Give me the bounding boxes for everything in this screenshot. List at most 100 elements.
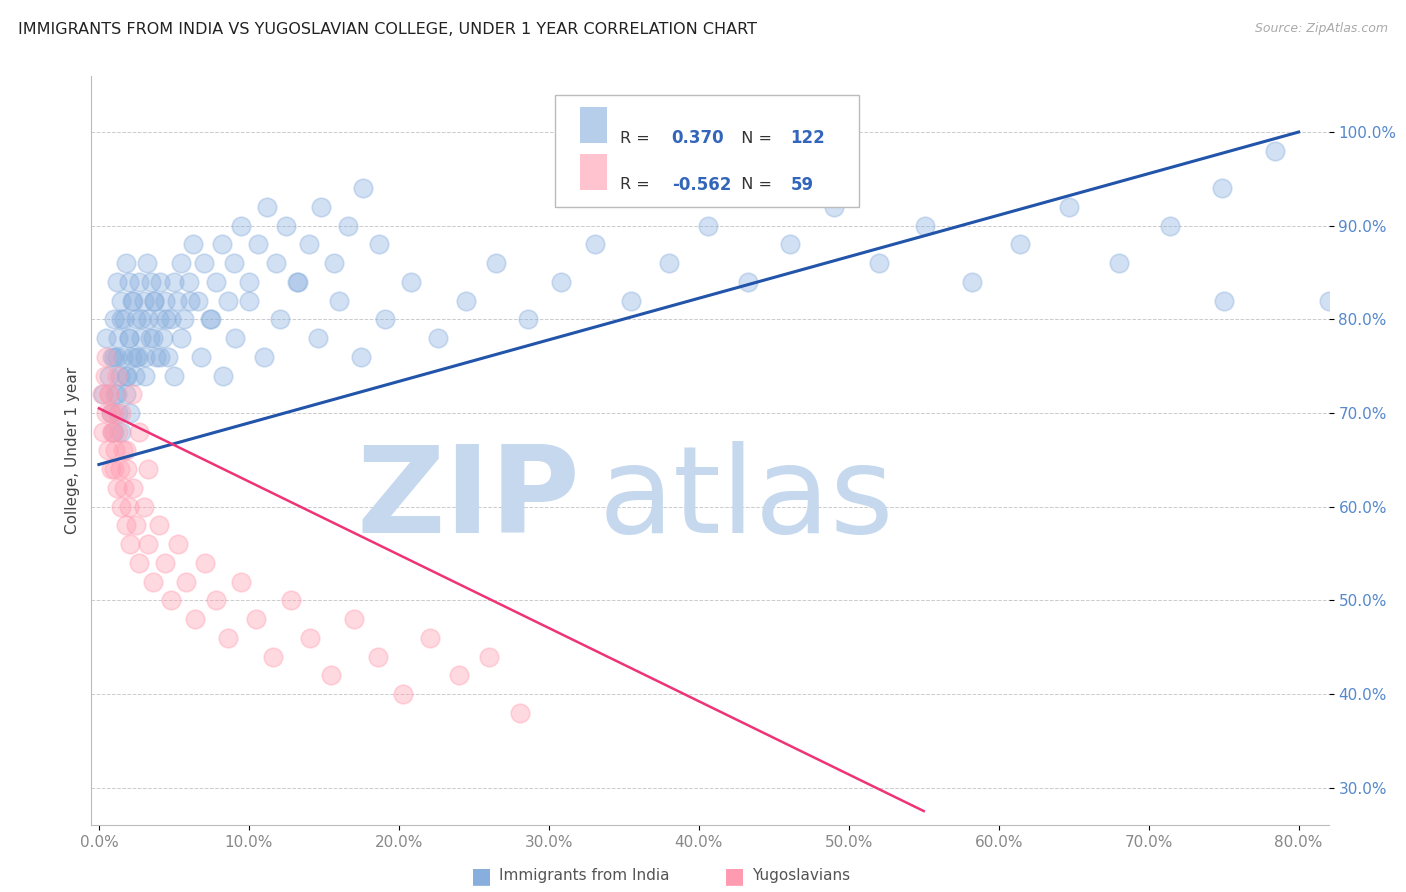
Point [779,237,801,252]
Point [120,537,142,551]
Point [121,293,143,308]
Point [132,500,155,514]
Point [287,275,309,289]
Point [96,350,118,364]
Point [823,200,845,214]
Text: Yugoslavians: Yugoslavians [752,869,851,883]
Point [374,312,396,326]
Point [101,425,124,439]
Point [142,574,165,589]
Point [108,462,131,476]
Point [104,443,127,458]
Point [129,331,152,345]
Point [132,293,155,308]
Text: N =: N = [731,130,778,145]
Point [152,331,174,345]
Point [138,312,160,326]
Point [118,331,141,345]
Bar [581,107,607,143]
Point [509,706,531,720]
Point [110,312,132,326]
Point [103,312,125,326]
Point [110,293,132,308]
Point [122,293,145,308]
Point [117,462,139,476]
Point [107,331,129,345]
Point [298,237,321,252]
Point [153,293,176,308]
Point [148,312,170,326]
Point [217,293,239,308]
Point [269,312,291,326]
Point [583,237,606,252]
Point [399,275,422,289]
Point [163,368,186,383]
Point [1264,144,1286,158]
Point [1108,256,1130,270]
Point [97,443,120,458]
Text: IMMIGRANTS FROM INDIA VS YUGOSLAVIAN COLLEGE, UNDER 1 YEAR CORRELATION CHART: IMMIGRANTS FROM INDIA VS YUGOSLAVIAN COL… [18,22,758,37]
Point [550,275,572,289]
Point [280,593,302,607]
FancyBboxPatch shape [555,95,859,207]
Point [148,518,170,533]
Point [478,649,501,664]
Point [112,312,135,326]
Point [105,368,128,383]
Point [103,425,125,439]
Text: 122: 122 [790,129,825,147]
Point [105,481,128,495]
Point [222,256,245,270]
Point [194,556,217,570]
Point [352,181,374,195]
Point [115,443,138,458]
Text: 0.370: 0.370 [672,129,724,147]
Point [143,293,166,308]
Point [177,275,200,289]
Point [98,368,121,383]
Point [96,406,118,420]
Point [367,649,389,664]
Point [179,293,201,308]
Point [128,425,150,439]
Point [115,387,138,401]
Point [212,368,235,383]
Y-axis label: College, Under 1 year: College, Under 1 year [65,367,80,534]
Point [134,350,156,364]
Point [309,200,332,214]
Point [115,518,138,533]
Text: Immigrants from India: Immigrants from India [499,869,669,883]
Point [447,668,470,682]
Point [328,293,350,308]
Point [111,443,134,458]
Text: ■: ■ [724,866,745,886]
Point [737,275,759,289]
Point [1057,200,1080,214]
Point [1008,237,1031,252]
Point [163,275,186,289]
Point [110,425,132,439]
Point [149,350,172,364]
Point [246,237,269,252]
Point [205,275,228,289]
Point [183,237,205,252]
Point [307,331,329,345]
Point [193,256,215,270]
Point [134,368,156,383]
Point [103,406,125,420]
Point [658,256,681,270]
Text: atlas: atlas [599,441,894,558]
Point [198,312,221,326]
Point [153,556,176,570]
Point [128,275,150,289]
Point [110,406,132,420]
Point [868,256,890,270]
Point [100,462,122,476]
Point [127,350,149,364]
Point [392,687,415,701]
Point [105,350,128,364]
Point [110,500,132,514]
Point [160,312,183,326]
Point [98,387,121,401]
Point [217,631,239,645]
